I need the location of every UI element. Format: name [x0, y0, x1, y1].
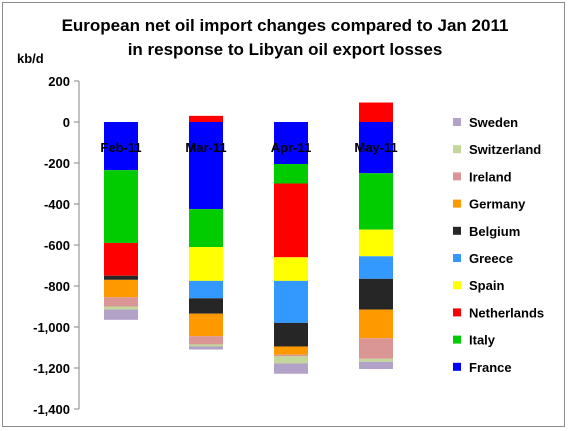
legend-swatch-sweden [453, 118, 461, 126]
category-label-apr-11: Apr-11 [271, 140, 311, 155]
category-label-may-11: May-11 [354, 140, 397, 155]
legend-label-france: France [469, 360, 512, 375]
category-labels: Feb-11 Mar-11 Apr-11 May-11 [100, 140, 397, 155]
legend-swatch-ireland [453, 172, 461, 181]
chart-frame: European net oil import changes compared… [2, 2, 565, 427]
legend-swatch-france [453, 362, 461, 371]
legend-label-ireland: Ireland [469, 169, 512, 184]
legend-label-switzerland: Switzerland [469, 142, 541, 157]
bar-may-11-switzerland [359, 358, 393, 362]
legend-swatch-greece [453, 254, 461, 262]
legend-label-sweden: Sweden [469, 115, 518, 130]
bar-mar-11-ireland [189, 336, 223, 345]
bar-apr-11-ireland [274, 354, 308, 357]
chart-title-line-2: in response to Libyan oil export losses [128, 40, 443, 59]
legend-swatch-germany [453, 199, 461, 208]
y-tick-label: -200 [44, 156, 70, 171]
bar-may-11-greece [359, 256, 393, 279]
bar-may-11-netherlands [359, 102, 393, 122]
y-tick-label: -400 [44, 197, 70, 212]
bar-mar-11-netherlands [189, 115, 223, 122]
legend-swatch-switzerland [453, 145, 461, 154]
bar-feb-11-france [104, 122, 138, 171]
bar-mar-11-italy [189, 209, 223, 248]
y-tick-label: -800 [44, 279, 70, 294]
bar-apr-11-greece [274, 280, 308, 323]
y-tick-label: 200 [48, 74, 70, 89]
bar-may-11-germany [359, 309, 393, 339]
bar-apr-11-france [274, 122, 308, 165]
legend-label-spain: Spain [469, 278, 504, 293]
chart: European net oil import changes compared… [17, 16, 544, 417]
bar-may-11-sweden [359, 361, 393, 370]
legend-label-greece: Greece [469, 251, 513, 266]
bar-may-11-belgium [359, 278, 393, 310]
bar-mar-11-greece [189, 280, 223, 299]
bar-feb-11-sweden [104, 309, 138, 320]
legend: Sweden Switzerland Ireland Germany Belgium Gr… [453, 115, 544, 375]
y-tick-label: -600 [44, 238, 70, 253]
bar-apr-11-belgium [274, 322, 308, 347]
legend-label-netherlands: Netherlands [469, 305, 544, 320]
legend-swatch-netherlands [453, 308, 461, 317]
legend-label-germany: Germany [469, 197, 526, 212]
bar-mar-11-germany [189, 313, 223, 337]
bar-mar-11-spain [189, 247, 223, 281]
bar-feb-11-belgium [104, 275, 138, 280]
bar-feb-11-germany [104, 279, 138, 298]
legend-swatch-belgium [453, 226, 461, 235]
category-label-mar-11: Mar-11 [185, 140, 226, 155]
bar-mar-11-belgium [189, 298, 223, 314]
bar-feb-11-italy [104, 170, 138, 243]
legend-label-italy: Italy [469, 333, 496, 348]
bar-apr-11-netherlands [274, 183, 308, 258]
bar-apr-11-sweden [274, 363, 308, 374]
y-axis: 200 0 -200 -400 -600 -800 -1,000 -1,200 -1,400 [33, 74, 80, 417]
bar-feb-11-netherlands [104, 242, 138, 276]
legend-swatch-italy [453, 335, 461, 344]
bar-feb-11-switzerland [104, 306, 138, 310]
y-tick-label: -1,400 [33, 402, 70, 417]
bar-mar-11-sweden [189, 346, 223, 350]
y-tick-label: -1,000 [33, 320, 70, 335]
y-tick-label: 0 [63, 115, 70, 130]
chart-title-line-1: European net oil import changes compared… [62, 16, 509, 35]
bar-apr-11-italy [274, 164, 308, 184]
category-label-feb-11: Feb-11 [100, 140, 141, 155]
bar-apr-11-germany [274, 346, 308, 355]
bars-group [104, 102, 393, 374]
legend-label-belgium: Belgium [469, 224, 520, 239]
bar-mar-11-france [189, 122, 223, 210]
bar-may-11-france [359, 122, 393, 174]
bar-may-11-italy [359, 173, 393, 230]
bar-may-11-ireland [359, 338, 393, 359]
bar-may-11-spain [359, 229, 393, 257]
bar-apr-11-spain [274, 257, 308, 281]
y-tick-label: -1,200 [33, 361, 70, 376]
bar-apr-11-switzerland [274, 356, 308, 364]
legend-swatch-spain [453, 281, 461, 290]
bar-feb-11-ireland [104, 297, 138, 307]
bar-mar-11-switzerland [189, 344, 223, 347]
y-axis-label: kb/d [17, 51, 44, 66]
